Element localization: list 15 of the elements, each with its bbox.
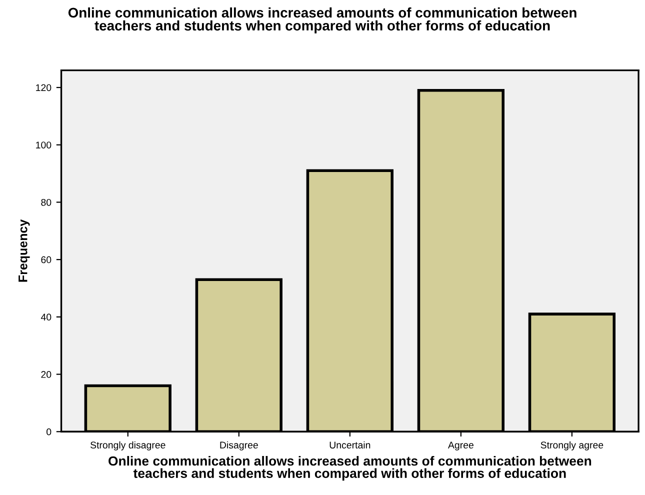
y-tick-label: 80	[41, 198, 52, 206]
x-tick-label: Agree	[448, 442, 474, 450]
y-axis-title: Frequency	[18, 219, 30, 282]
x-tick-label: Disagree	[220, 441, 258, 450]
y-tick-label: 100	[36, 142, 52, 148]
chart-title: Online communication allows increased amounts of communication between teachers and students when compared with other forms of education	[68, 7, 576, 34]
y-tick-label: 120	[36, 84, 52, 92]
x-tick-label: Strongly agree	[540, 441, 604, 450]
x-axis-title: Online communication allows increased amounts of communication between teachers and students when compared with other forms of education	[108, 456, 592, 481]
y-tick-label: 40	[40, 314, 52, 321]
y-tick-label: 60	[41, 256, 52, 264]
x-tick-label: Strongly disagree	[90, 441, 166, 450]
y-tick-label: 0	[46, 428, 52, 436]
x-tick-label: Uncertain	[330, 441, 370, 449]
y-tick-label: 20	[41, 371, 52, 378]
